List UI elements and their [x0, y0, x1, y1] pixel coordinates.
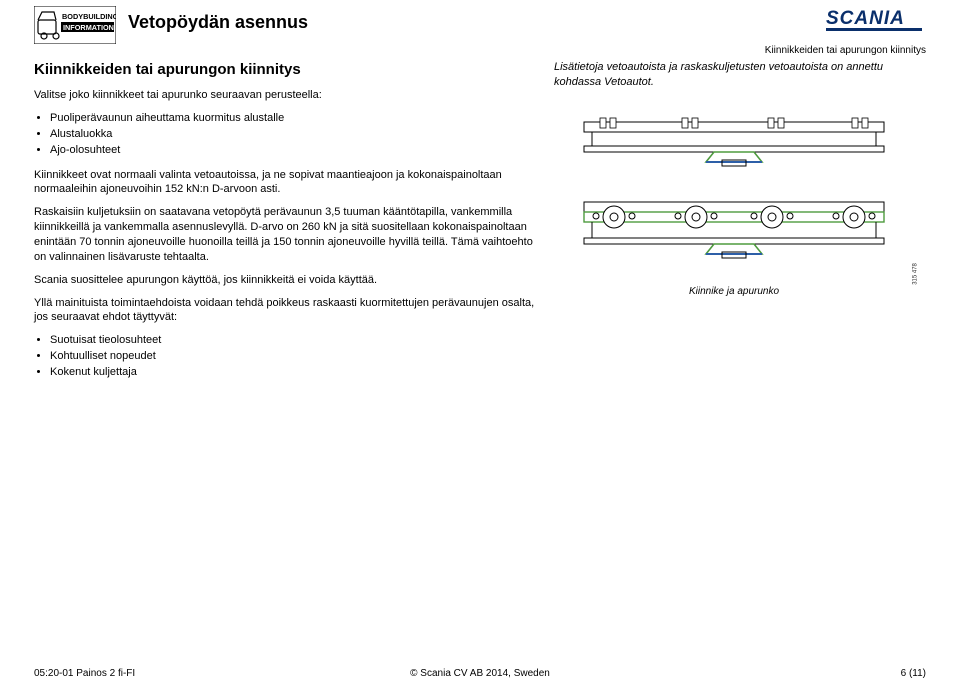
bracket-diagram — [564, 116, 904, 276]
figure-number: 315 478 — [912, 263, 920, 285]
footer-center: © Scania CV AB 2014, Sweden — [410, 667, 550, 681]
list-item: Kohtuulliset nopeudet — [50, 349, 536, 364]
bodybuilding-info-logo: BODYBUILDING INFORMATION — [34, 6, 116, 44]
figure-caption: Kiinnike ja apurunko — [594, 285, 874, 299]
list-item: Puoliperävaunun aiheuttama kuormitus alu… — [50, 111, 536, 126]
section-heading: Kiinnikkeiden tai apurungon kiinnitys — [34, 60, 536, 80]
list-item: Kokenut kuljettaja — [50, 365, 536, 380]
right-column: Lisätietoja vetoautoista ja raskaskuljet… — [554, 60, 914, 390]
left-column: Kiinnikkeiden tai apurungon kiinnitys Va… — [34, 60, 536, 390]
logo-text-bottom: INFORMATION — [63, 23, 114, 32]
body-paragraph: Kiinnikkeet ovat normaali valinta vetoau… — [34, 168, 536, 198]
logo-text-top: BODYBUILDING — [62, 12, 116, 21]
conditions-list: Suotuisat tieolosuhteet Kohtuulliset nop… — [34, 333, 536, 380]
body-paragraph: Yllä mainituista toimintaehdoista voidaa… — [34, 296, 536, 326]
criteria-list: Puoliperävaunun aiheuttama kuormitus alu… — [34, 111, 536, 158]
svg-text:SCANIA: SCANIA — [826, 8, 905, 29]
scania-logo: SCANIA — [826, 6, 926, 39]
body-paragraph: Raskaisiin kuljetuksiin on saatavana vet… — [34, 205, 536, 264]
caption-row: 315 478 Kiinnike ja apurunko — [554, 285, 914, 299]
list-item: Alustaluokka — [50, 127, 536, 142]
body-paragraph: Scania suosittelee apurungon käyttöä, jo… — [34, 273, 536, 288]
footer-left: 05:20-01 Painos 2 fi-FI — [34, 667, 135, 681]
footer-right: 6 (11) — [901, 667, 926, 681]
content-area: Kiinnikkeiden tai apurungon kiinnitys Va… — [0, 54, 960, 390]
header-subtext: Kiinnikkeiden tai apurungon kiinnitys — [765, 44, 926, 58]
page-header: BODYBUILDING INFORMATION Vetopöydän asen… — [0, 0, 960, 54]
list-item: Suotuisat tieolosuhteet — [50, 333, 536, 348]
document-title: Vetopöydän asennus — [128, 10, 308, 34]
side-note: Lisätietoja vetoautoista ja raskaskuljet… — [554, 60, 914, 90]
intro-paragraph: Valitse joko kiinnikkeet tai apurunko se… — [34, 88, 536, 103]
list-item: Ajo-olosuhteet — [50, 143, 536, 158]
